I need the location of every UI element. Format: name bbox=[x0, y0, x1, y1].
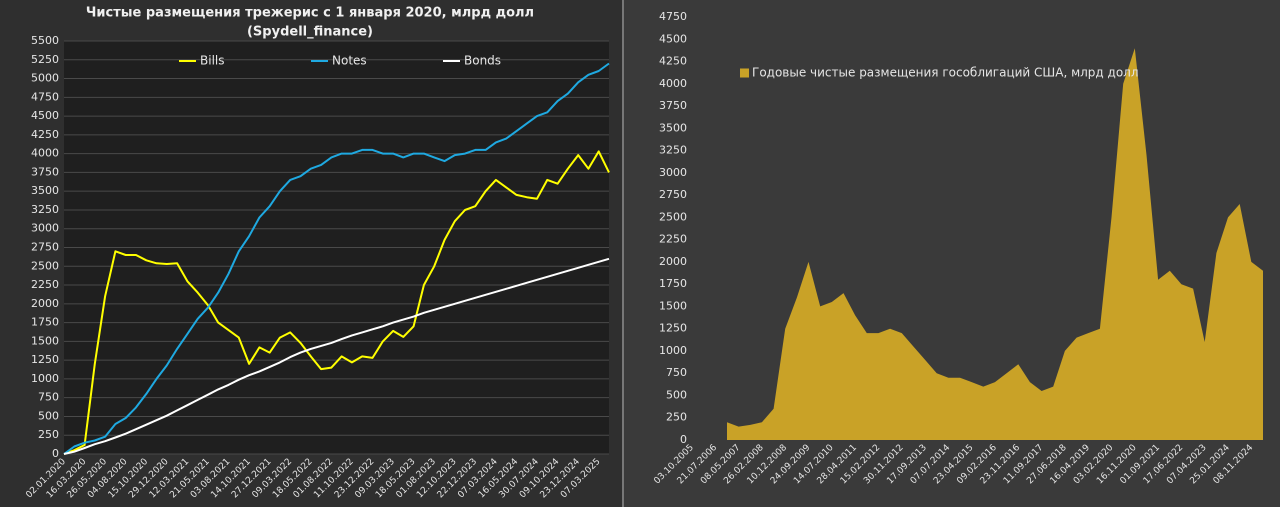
y-tick-label: 2750 bbox=[659, 188, 687, 201]
legend-label: Годовые чистые размещения гособлигаций С… bbox=[752, 66, 1139, 80]
y-tick-label: 250 bbox=[38, 428, 59, 441]
legend-swatch bbox=[740, 68, 749, 78]
y-tick-label: 5250 bbox=[31, 53, 59, 66]
y-tick-label: 2000 bbox=[659, 255, 687, 268]
chart-title: Чистые размещения трежерис с 1 января 20… bbox=[86, 6, 534, 21]
y-tick-label: 0 bbox=[680, 433, 687, 446]
y-tick-label: 750 bbox=[666, 366, 687, 379]
series-line bbox=[63, 150, 610, 455]
y-tick-label: 3250 bbox=[659, 144, 687, 157]
y-tick-label: 2500 bbox=[659, 210, 687, 223]
y-tick-label: 2500 bbox=[31, 259, 59, 272]
y-tick-label: 4250 bbox=[659, 55, 687, 68]
y-tick-label: 3250 bbox=[31, 203, 59, 216]
legend-label: Bills bbox=[200, 54, 225, 68]
y-tick-label: 3500 bbox=[31, 184, 59, 197]
y-tick-label: 0 bbox=[52, 447, 59, 460]
legend-label: Notes bbox=[332, 54, 367, 68]
legend-label: Bonds bbox=[464, 54, 501, 68]
y-tick-label: 3000 bbox=[31, 222, 59, 235]
y-tick-label: 5000 bbox=[31, 72, 59, 85]
y-tick-label: 1750 bbox=[31, 316, 59, 329]
y-tick-label: 5500 bbox=[31, 34, 59, 47]
y-tick-label: 500 bbox=[38, 409, 59, 422]
y-tick-label: 250 bbox=[666, 411, 687, 424]
y-tick-label: 1250 bbox=[659, 322, 687, 335]
y-tick-label: 4500 bbox=[31, 109, 59, 122]
y-tick-label: 3750 bbox=[31, 165, 59, 178]
chart-subtitle: (Spydell_finance) bbox=[247, 25, 373, 40]
y-tick-label: 4000 bbox=[659, 77, 687, 90]
y-tick-label: 1500 bbox=[659, 299, 687, 312]
series-line bbox=[63, 257, 610, 455]
y-tick-label: 2250 bbox=[659, 233, 687, 246]
y-tick-label: 4250 bbox=[31, 128, 59, 141]
y-tick-label: 4750 bbox=[31, 90, 59, 103]
y-tick-label: 1500 bbox=[31, 334, 59, 347]
y-tick-label: 750 bbox=[38, 391, 59, 404]
y-tick-label: 4750 bbox=[659, 10, 687, 23]
y-tick-label: 4500 bbox=[659, 32, 687, 45]
y-tick-label: 2000 bbox=[31, 297, 59, 310]
series-line bbox=[63, 62, 610, 455]
y-tick-label: 1750 bbox=[659, 277, 687, 290]
y-tick-label: 2250 bbox=[31, 278, 59, 291]
y-tick-label: 1000 bbox=[31, 372, 59, 385]
y-tick-label: 500 bbox=[666, 388, 687, 401]
y-tick-label: 1250 bbox=[31, 353, 59, 366]
series-area bbox=[727, 48, 1263, 440]
y-tick-label: 2750 bbox=[31, 241, 59, 254]
y-tick-label: 1000 bbox=[659, 344, 687, 357]
y-tick-label: 3750 bbox=[659, 99, 687, 112]
y-tick-label: 3000 bbox=[659, 166, 687, 179]
y-tick-label: 3500 bbox=[659, 121, 687, 134]
y-tick-label: 4000 bbox=[31, 147, 59, 160]
